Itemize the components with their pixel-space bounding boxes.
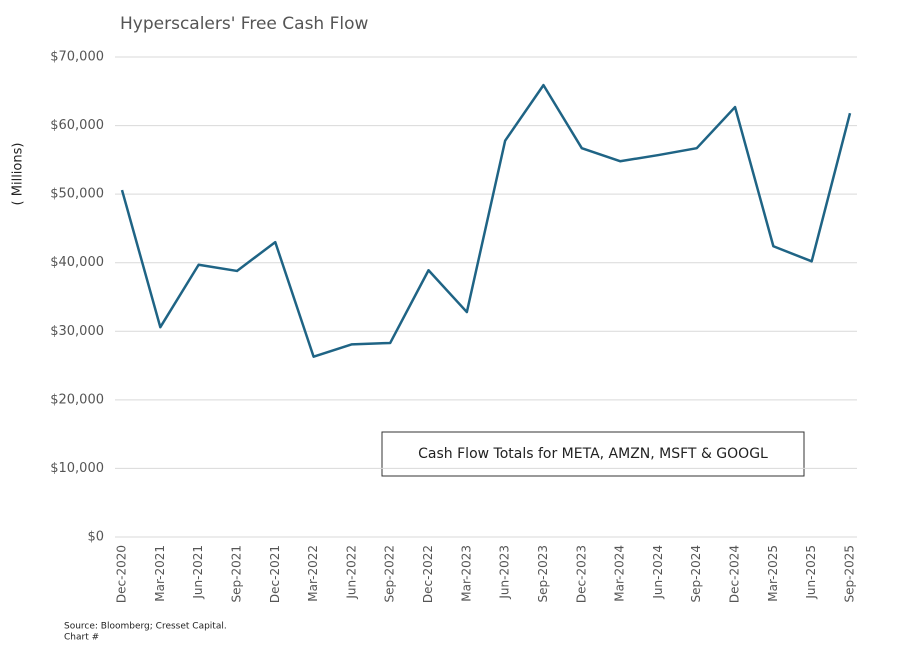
y-tick-label: $30,000 (50, 324, 104, 339)
x-tick-label: Mar-2023 (459, 545, 473, 602)
x-tick-label: Sep-2022 (383, 545, 397, 603)
x-tick-label: Jun-2023 (498, 545, 512, 600)
y-tick-label: $20,000 (50, 392, 104, 407)
y-tick-label: $70,000 (50, 50, 104, 65)
x-tick-label: Mar-2025 (766, 545, 780, 602)
y-tick-label: $50,000 (50, 187, 104, 202)
x-tick-label: Sep-2023 (536, 545, 550, 603)
x-tick-label: Jun-2021 (191, 545, 205, 600)
x-tick-label: Mar-2021 (153, 545, 167, 602)
x-tick-label: Jun-2024 (651, 545, 665, 600)
x-tick-label: Dec-2020 (115, 545, 129, 603)
x-tick-label: Mar-2022 (306, 545, 320, 602)
chart-title: Hyperscalers' Free Cash Flow (120, 14, 369, 34)
source: Source: Bloomberg; Cresset Capital. (64, 622, 227, 632)
x-tick-label: Sep-2021 (229, 545, 243, 603)
y-tick-label: $10,000 (50, 461, 104, 476)
y-axis-label: ( Millions) (11, 143, 26, 206)
annotation: Cash Flow Totals for META, AMZN, MSFT & … (418, 446, 768, 462)
x-tick-label: Jun-2022 (344, 545, 358, 600)
note: Chart # (64, 633, 99, 643)
x-tick-label: Dec-2021 (268, 545, 282, 603)
x-tick-label: Sep-2024 (689, 545, 703, 603)
x-tick-label: Dec-2024 (728, 545, 742, 603)
x-tick-label: Dec-2022 (421, 545, 435, 603)
y-tick-label: $40,000 (50, 255, 104, 270)
y-tick-label: $0 (87, 530, 104, 545)
x-tick-label: Dec-2023 (574, 545, 588, 603)
y-tick-label: $60,000 (50, 118, 104, 133)
line (120, 83, 852, 358)
x-tick-label: Sep-2025 (843, 545, 857, 603)
x-tick-label: Jun-2025 (804, 545, 818, 600)
x-tick-label: Mar-2024 (613, 545, 627, 602)
